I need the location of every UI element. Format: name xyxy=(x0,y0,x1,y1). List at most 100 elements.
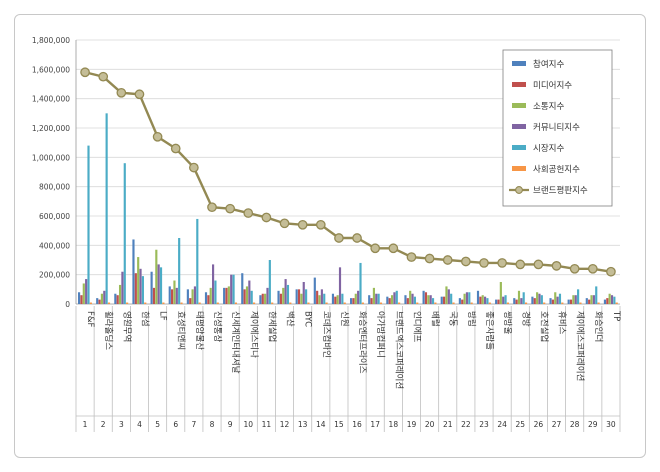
x-category-label: LF xyxy=(158,311,168,321)
legend-line-marker xyxy=(515,186,523,194)
bar xyxy=(123,163,126,304)
x-category-label: F&F xyxy=(85,311,95,328)
x-index-label: 19 xyxy=(407,420,417,429)
line-point xyxy=(551,261,562,271)
x-index-label: 13 xyxy=(298,420,308,429)
bar xyxy=(361,302,364,304)
bar xyxy=(504,295,507,304)
legend-label: 참여지수 xyxy=(533,59,564,70)
bar xyxy=(551,299,554,304)
bar xyxy=(517,290,521,304)
bar xyxy=(422,290,425,304)
bar xyxy=(429,295,432,304)
bar xyxy=(168,286,171,304)
bar xyxy=(349,298,353,304)
x-index-label: 21 xyxy=(443,420,453,429)
x-category-label: 배럴 xyxy=(430,311,441,327)
bar xyxy=(486,298,489,304)
bar xyxy=(549,298,552,304)
bar xyxy=(103,290,106,304)
bar xyxy=(118,284,122,304)
y-tick-label: 400,000 xyxy=(39,241,70,250)
bar xyxy=(536,292,539,304)
bar xyxy=(175,287,178,304)
bar xyxy=(336,295,339,304)
y-tick-label: 200,000 xyxy=(39,271,70,280)
x-index-label: 25 xyxy=(515,420,525,429)
bar xyxy=(82,283,85,304)
bar xyxy=(377,293,380,304)
bar xyxy=(223,287,226,304)
bar xyxy=(243,289,246,304)
x-index-label: 27 xyxy=(552,420,562,429)
legend-swatch xyxy=(512,145,526,150)
bar xyxy=(413,296,416,304)
bar xyxy=(461,299,464,304)
y-tick-label: 800,000 xyxy=(39,183,70,192)
bar xyxy=(543,302,546,304)
line-point xyxy=(388,243,399,254)
bar xyxy=(282,287,285,304)
y-tick-label: 1,400,000 xyxy=(32,95,70,104)
bar xyxy=(354,293,357,304)
bar xyxy=(80,295,83,304)
bar xyxy=(250,290,253,304)
bar xyxy=(520,298,523,304)
bar xyxy=(241,273,244,304)
bar xyxy=(266,287,269,304)
x-category-label: 휠라홀딩스 xyxy=(103,311,114,350)
bar xyxy=(533,298,536,304)
bar xyxy=(468,292,471,304)
bar xyxy=(100,293,103,304)
bar xyxy=(479,296,482,304)
bar xyxy=(134,273,137,304)
bar xyxy=(162,302,165,304)
bar xyxy=(204,292,208,304)
bar xyxy=(561,302,564,304)
bar xyxy=(318,295,321,304)
line-point xyxy=(261,212,272,223)
legend-swatch xyxy=(512,124,526,129)
x-category-label: 제이에스티나 xyxy=(248,311,259,358)
bar xyxy=(252,302,256,304)
line-point xyxy=(479,258,489,268)
bar xyxy=(121,271,124,304)
line-point xyxy=(587,263,598,274)
x-category-label: 쌍방울 xyxy=(502,311,513,335)
bar xyxy=(107,302,111,304)
x-index-label: 16 xyxy=(352,420,362,429)
x-index-label: 10 xyxy=(243,420,253,429)
bar xyxy=(227,286,230,304)
legend-label: 브랜드평판지수 xyxy=(533,185,588,196)
bar xyxy=(592,295,595,304)
x-index-label: 29 xyxy=(588,420,598,429)
bar xyxy=(434,302,437,304)
y-axis-ticks: 0 200,000 400,000 600,000 800,000 1,000,000 1,… xyxy=(32,36,70,309)
x-index-label: 18 xyxy=(389,420,399,429)
bar xyxy=(411,293,414,304)
bar xyxy=(180,302,183,304)
line-point xyxy=(606,266,616,277)
bar xyxy=(447,289,450,304)
x-index-label: 9 xyxy=(228,420,233,429)
bar xyxy=(277,290,280,304)
bar xyxy=(85,279,88,304)
bar xyxy=(515,299,518,304)
bar xyxy=(89,302,92,304)
line-point xyxy=(569,263,580,274)
line-point xyxy=(170,143,181,154)
x-index-label: 23 xyxy=(479,420,489,429)
x-category-label: 화승엔터프라이즈 xyxy=(357,311,368,374)
bar xyxy=(522,292,525,304)
x-index-label: 5 xyxy=(155,420,160,429)
legend-label: 시장지수 xyxy=(533,143,564,154)
bar xyxy=(613,296,616,304)
line-point xyxy=(80,67,90,78)
line-point xyxy=(152,131,163,142)
bar xyxy=(338,267,342,304)
bar xyxy=(150,271,153,304)
bar xyxy=(114,293,117,304)
x-category-label: 태평양물산 xyxy=(194,311,205,350)
bar xyxy=(386,296,389,304)
line-point xyxy=(406,252,417,262)
